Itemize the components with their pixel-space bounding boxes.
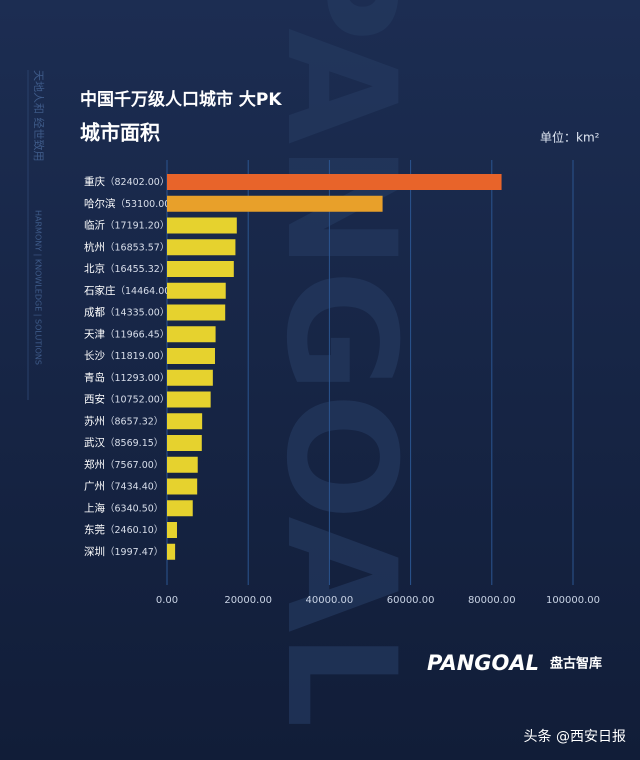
logo: PANGOAL bbox=[427, 651, 539, 675]
x-tick-label: 40000.00 bbox=[306, 595, 354, 606]
side-text: HARMONY | KNOWLEDGE | SOLUTIONS bbox=[34, 210, 43, 365]
value-label: （11819.00） bbox=[105, 350, 169, 362]
brand: 盘古智库 bbox=[550, 656, 602, 672]
bar bbox=[167, 413, 203, 430]
category-label: 石家庄（14464.00） bbox=[84, 284, 180, 297]
unit-label: 单位：km² bbox=[540, 130, 600, 145]
category-name: 青岛 bbox=[84, 371, 105, 384]
watermark: PANGOAL bbox=[253, 0, 427, 728]
x-tick-label: 20000.00 bbox=[224, 595, 272, 606]
category-name: 成都 bbox=[84, 307, 105, 319]
value-label: （11966.45） bbox=[105, 328, 169, 340]
value-label: （16455.32） bbox=[105, 263, 169, 275]
category-name: 哈尔滨 bbox=[84, 197, 116, 210]
category-name: 杭州 bbox=[84, 240, 105, 253]
bar bbox=[167, 456, 198, 473]
category-label: 西安（10752.00） bbox=[84, 393, 169, 406]
category-name: 深圳 bbox=[84, 546, 105, 558]
bar bbox=[167, 500, 193, 517]
chart-subtitle: 城市面积 bbox=[80, 121, 160, 145]
value-label: （14335.00） bbox=[105, 306, 169, 318]
value-label: （10752.00） bbox=[105, 393, 169, 405]
category-name: 长沙 bbox=[84, 350, 105, 362]
category-name: 上海 bbox=[84, 501, 105, 514]
side-text: 天地人和 经世致用 bbox=[32, 70, 46, 162]
category-label: 武汉（8569.15） bbox=[84, 436, 163, 449]
category-name: 北京 bbox=[84, 262, 105, 275]
value-label: （11293.00） bbox=[105, 371, 169, 383]
x-tick-label: 60000.00 bbox=[387, 595, 435, 606]
category-name: 东莞 bbox=[84, 523, 105, 536]
bar bbox=[167, 435, 202, 451]
category-label: 北京（16455.32） bbox=[84, 262, 169, 275]
bar bbox=[167, 261, 234, 277]
bar bbox=[167, 195, 383, 212]
chart-title: 中国千万级人口城市 大PK bbox=[80, 89, 282, 110]
value-label: （16853.57） bbox=[105, 241, 169, 253]
value-label: （6340.50） bbox=[105, 502, 163, 514]
x-tick-label: 0.00 bbox=[156, 595, 178, 606]
category-label: 上海（6340.50） bbox=[84, 501, 163, 514]
bar bbox=[167, 478, 198, 495]
category-name: 郑州 bbox=[84, 458, 105, 471]
bar bbox=[167, 543, 176, 560]
bar bbox=[167, 282, 226, 299]
bar bbox=[167, 348, 215, 364]
category-name: 重庆 bbox=[84, 175, 105, 188]
bar bbox=[167, 391, 211, 408]
value-label: （17191.20） bbox=[105, 219, 169, 231]
value-label: （8657.32） bbox=[105, 415, 163, 427]
bar bbox=[167, 239, 236, 256]
category-name: 西安 bbox=[84, 393, 105, 406]
category-name: 武汉 bbox=[84, 436, 105, 449]
category-label: 杭州（16853.57） bbox=[84, 240, 169, 253]
category-name: 临沂 bbox=[84, 219, 105, 232]
category-label: 天津（11966.45） bbox=[84, 328, 169, 341]
x-tick-label: 80000.00 bbox=[468, 595, 516, 606]
category-label: 广州（7434.40） bbox=[84, 480, 163, 493]
value-label: （1997.47） bbox=[105, 545, 163, 557]
bar bbox=[167, 326, 216, 343]
bar bbox=[167, 522, 177, 538]
value-label: （8569.15） bbox=[105, 437, 163, 449]
category-label: 东莞（2460.10） bbox=[84, 523, 163, 536]
category-label: 临沂（17191.20） bbox=[84, 219, 169, 232]
x-tick-label: 100000.00 bbox=[546, 595, 600, 606]
category-name: 苏州 bbox=[84, 414, 105, 427]
category-name: 石家庄 bbox=[84, 284, 116, 297]
category-name: 广州 bbox=[84, 481, 105, 493]
value-label: （14464.00） bbox=[116, 284, 180, 296]
value-label: （7434.40） bbox=[105, 480, 163, 492]
category-name: 天津 bbox=[84, 328, 105, 340]
value-label: （82402.00） bbox=[105, 176, 169, 188]
category-label: 深圳（1997.47） bbox=[84, 545, 163, 558]
value-label: （7567.00） bbox=[105, 458, 163, 470]
category-label: 重庆（82402.00） bbox=[84, 175, 169, 188]
category-label: 青岛（11293.00） bbox=[84, 371, 169, 384]
bar bbox=[167, 369, 213, 386]
category-label: 成都（14335.00） bbox=[84, 306, 169, 319]
bar bbox=[167, 217, 237, 234]
category-label: 哈尔滨（53100.00） bbox=[84, 197, 180, 210]
category-label: 苏州（8657.32） bbox=[84, 414, 163, 427]
value-label: （53100.00） bbox=[116, 197, 180, 209]
category-label: 郑州（7567.00） bbox=[84, 458, 163, 471]
bar bbox=[167, 174, 502, 190]
bar bbox=[167, 304, 226, 321]
footer: 头条 @西安日报 bbox=[524, 728, 626, 745]
category-label: 长沙（11819.00） bbox=[84, 350, 169, 363]
value-label: （2460.10） bbox=[105, 524, 163, 536]
